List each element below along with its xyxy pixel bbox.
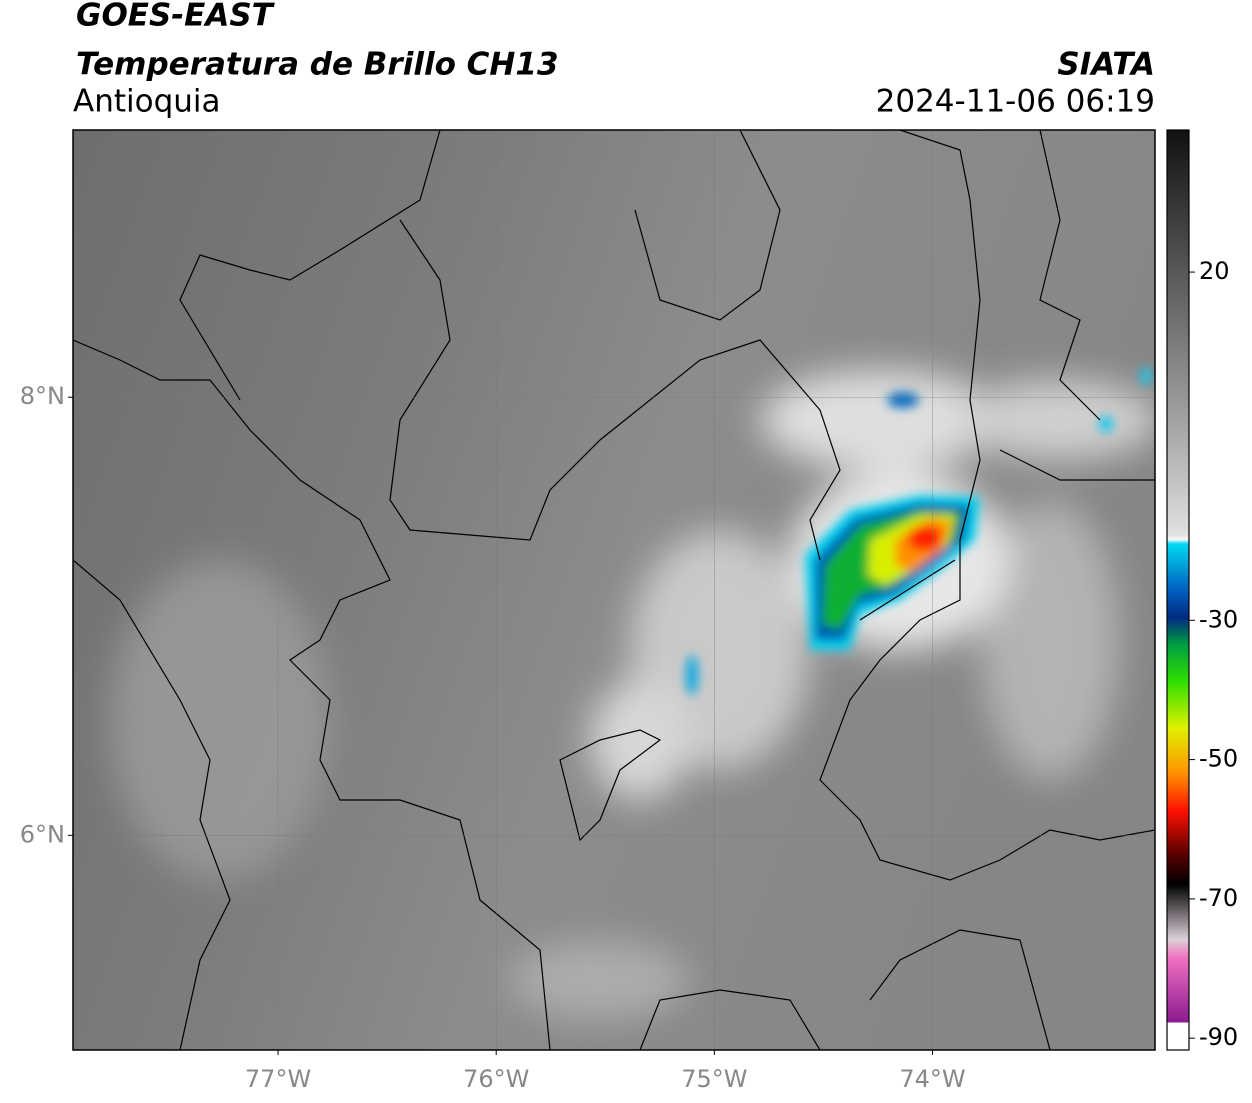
source: SIATA	[1057, 47, 1155, 83]
title: GOES-EAST	[76, 0, 276, 34]
colorbar-tick-label: -70	[1199, 884, 1238, 912]
colorbar-tick-label: -90	[1199, 1023, 1238, 1051]
colorbar-ticks: 20 -30 -50 -70 -90	[1189, 257, 1238, 1051]
lon-tick-label: 76°W	[463, 1065, 529, 1093]
region: Antioquia	[73, 84, 221, 120]
colorbar-tick-label: -30	[1199, 605, 1238, 633]
lon-tick-label: 77°W	[245, 1065, 311, 1093]
boundaries	[73, 130, 1155, 1050]
graticule: 77°W 76°W 75°W 74°W 8°N 6°N	[20, 130, 1155, 1093]
subtitle: Temperatura de Brillo CH13	[76, 47, 559, 83]
map-frame	[72, 129, 1156, 1051]
colorbar-tick-label: 20	[1199, 257, 1230, 285]
lat-tick-label: 8°N	[20, 382, 65, 410]
colorbar	[1166, 129, 1190, 1051]
satellite-image	[73, 130, 1155, 1050]
colorbar-tick-label: -50	[1199, 745, 1238, 773]
lon-tick-label: 75°W	[681, 1065, 747, 1093]
lon-tick-label: 74°W	[899, 1065, 965, 1093]
lat-tick-label: 6°N	[20, 820, 65, 848]
datetime: 2024-11-06 06:19	[876, 84, 1155, 120]
